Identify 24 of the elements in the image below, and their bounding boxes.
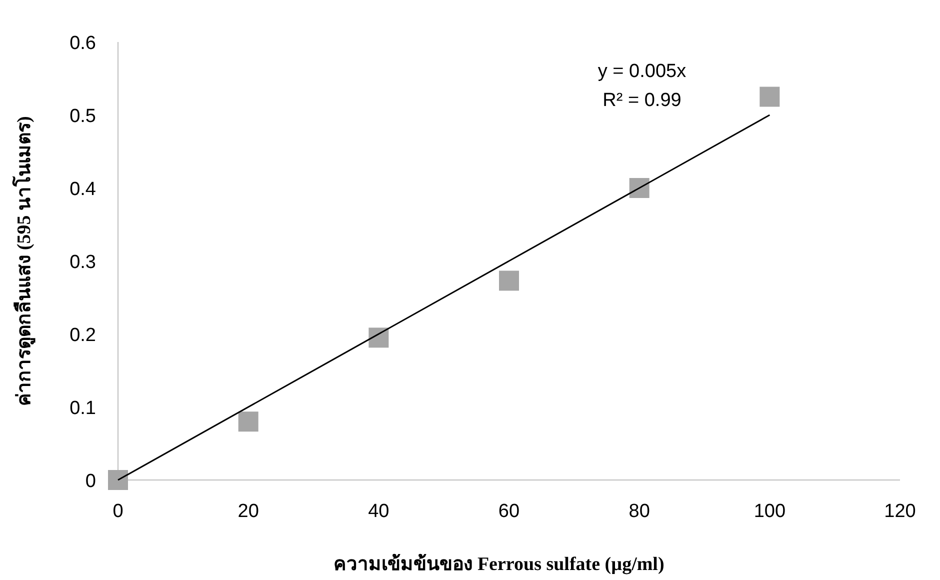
- x-tick-label: 80: [628, 501, 650, 522]
- annotation: R² = 0.99: [602, 90, 682, 111]
- point: [629, 178, 650, 198]
- x-tick-label: 120: [884, 501, 916, 522]
- x-tick-label: 0: [112, 501, 124, 522]
- x-tick-label: 20: [238, 501, 259, 522]
- point: [760, 86, 780, 107]
- x-axis-title: ความเข้มข้นของ Ferrous sulfate (µg/ml): [334, 553, 664, 575]
- y-tick-label: 0: [85, 471, 96, 492]
- point: [499, 270, 519, 291]
- y-tick-label: 0.6: [70, 33, 96, 54]
- y-axis-title: ค่าการดูดกลืนแสง (595 นาโนเมตร): [12, 116, 36, 406]
- point: [238, 412, 258, 432]
- y-tick-label: 0.4: [70, 179, 96, 200]
- annotation: y = 0.005x: [598, 61, 687, 82]
- y-tick-label: 0.3: [70, 252, 96, 273]
- x-tick-label: 40: [368, 501, 390, 522]
- y-tick-label: 0.1: [70, 398, 96, 419]
- x-tick-label: 60: [498, 501, 520, 522]
- y-tick-label: 0.2: [70, 325, 96, 346]
- y-tick-label: 0.5: [70, 106, 96, 127]
- point: [108, 470, 128, 490]
- x-tick-label: 100: [754, 501, 786, 522]
- point: [368, 328, 389, 348]
